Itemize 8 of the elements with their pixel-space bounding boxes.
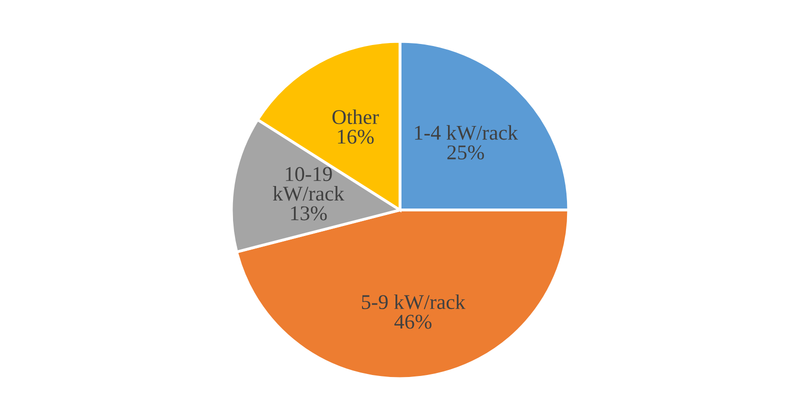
data-label: 46% — [394, 314, 432, 329]
data-label: 16% — [338, 130, 374, 144]
slice-label: 10-19 kW/rack — [272, 167, 344, 201]
slice-label: Other — [332, 109, 379, 124]
data-label: 25% — [447, 145, 484, 160]
data-label: 13% — [291, 206, 327, 220]
slice-label: 5-9 kW/rack — [362, 294, 466, 310]
slice-label: 1-4 kW/rack — [415, 125, 518, 140]
